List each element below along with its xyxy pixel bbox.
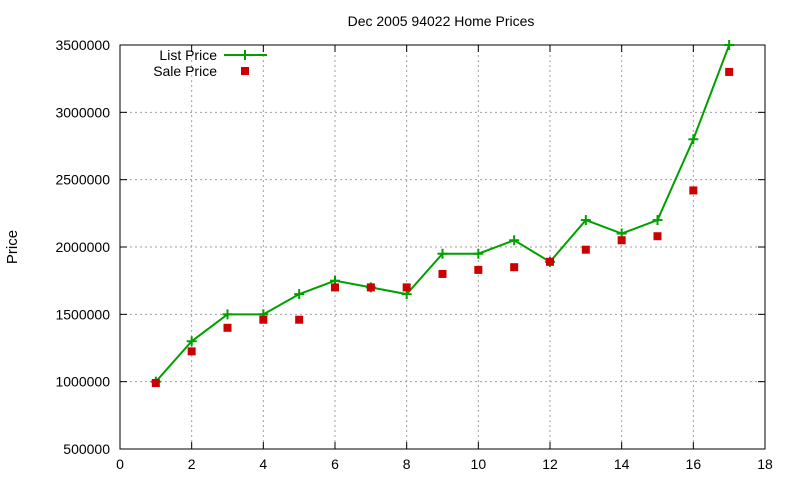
data-point-list-price bbox=[222, 309, 233, 320]
data-point-list-price bbox=[437, 248, 448, 259]
data-point-sale-price bbox=[223, 323, 232, 332]
legend-marker-list-price bbox=[240, 50, 250, 60]
x-tick-label: 2 bbox=[188, 456, 196, 472]
legend-label-list-price: List Price bbox=[159, 47, 217, 63]
x-tick-label: 4 bbox=[259, 456, 267, 472]
x-tick-label: 8 bbox=[403, 456, 411, 472]
y-tick-label: 3000000 bbox=[55, 104, 110, 120]
y-tick-label: 1500000 bbox=[55, 306, 110, 322]
x-tick-label: 12 bbox=[542, 456, 558, 472]
data-point-sale-price bbox=[653, 232, 662, 241]
data-point-sale-price bbox=[402, 283, 411, 292]
data-point-list-price bbox=[580, 215, 591, 226]
data-point-list-price bbox=[294, 289, 305, 300]
data-point-sale-price bbox=[259, 315, 268, 324]
axis-ticks: 0 2 4 6 8 10 12 14 16 18 500000 1000000 1500000 20000… bbox=[55, 37, 773, 472]
x-tick-label: 0 bbox=[116, 456, 124, 472]
legend-label-sale-price: Sale Price bbox=[153, 63, 217, 79]
data-point-sale-price bbox=[474, 265, 483, 274]
x-tick-label: 16 bbox=[686, 456, 702, 472]
y-tick-label: 2500000 bbox=[55, 172, 110, 188]
x-tick-label: 6 bbox=[331, 456, 339, 472]
y-tick-label: 500000 bbox=[63, 441, 110, 457]
data-point-sale-price bbox=[617, 236, 626, 245]
y-axis-title: Price bbox=[4, 230, 21, 264]
series-line-list-price bbox=[155, 44, 731, 383]
x-tick-label: 18 bbox=[757, 456, 773, 472]
x-tick-label: 10 bbox=[471, 456, 487, 472]
y-tick-label: 3500000 bbox=[55, 37, 110, 53]
y-tick-label: 1000000 bbox=[55, 374, 110, 390]
data-point-sale-price bbox=[151, 379, 160, 388]
data-point-sale-price bbox=[295, 315, 304, 324]
data-point-sale-price bbox=[546, 257, 554, 266]
data-point-sale-price bbox=[725, 67, 734, 76]
data-point-sale-price bbox=[366, 283, 375, 292]
legend-marker-sale-price bbox=[241, 67, 249, 75]
data-point-list-price bbox=[724, 40, 735, 50]
data-point-sale-price bbox=[331, 283, 339, 292]
data-point-sale-price bbox=[510, 263, 519, 272]
legend: List Price Sale Price bbox=[153, 47, 267, 79]
data-point-sale-price bbox=[689, 186, 698, 195]
data-point-list-price bbox=[509, 235, 520, 246]
data-point-sale-price bbox=[438, 269, 447, 278]
series bbox=[150, 40, 735, 388]
data-point-sale-price bbox=[187, 347, 196, 356]
x-tick-label: 14 bbox=[614, 456, 630, 472]
data-point-list-price bbox=[652, 215, 663, 226]
chart-title: Dec 2005 94022 Home Prices bbox=[348, 13, 535, 29]
data-point-sale-price bbox=[581, 245, 590, 254]
data-point-list-price bbox=[186, 336, 197, 347]
data-point-list-price bbox=[473, 248, 484, 259]
data-point-list-price bbox=[688, 134, 699, 145]
grid bbox=[120, 45, 765, 449]
y-tick-label: 2000000 bbox=[55, 239, 110, 255]
